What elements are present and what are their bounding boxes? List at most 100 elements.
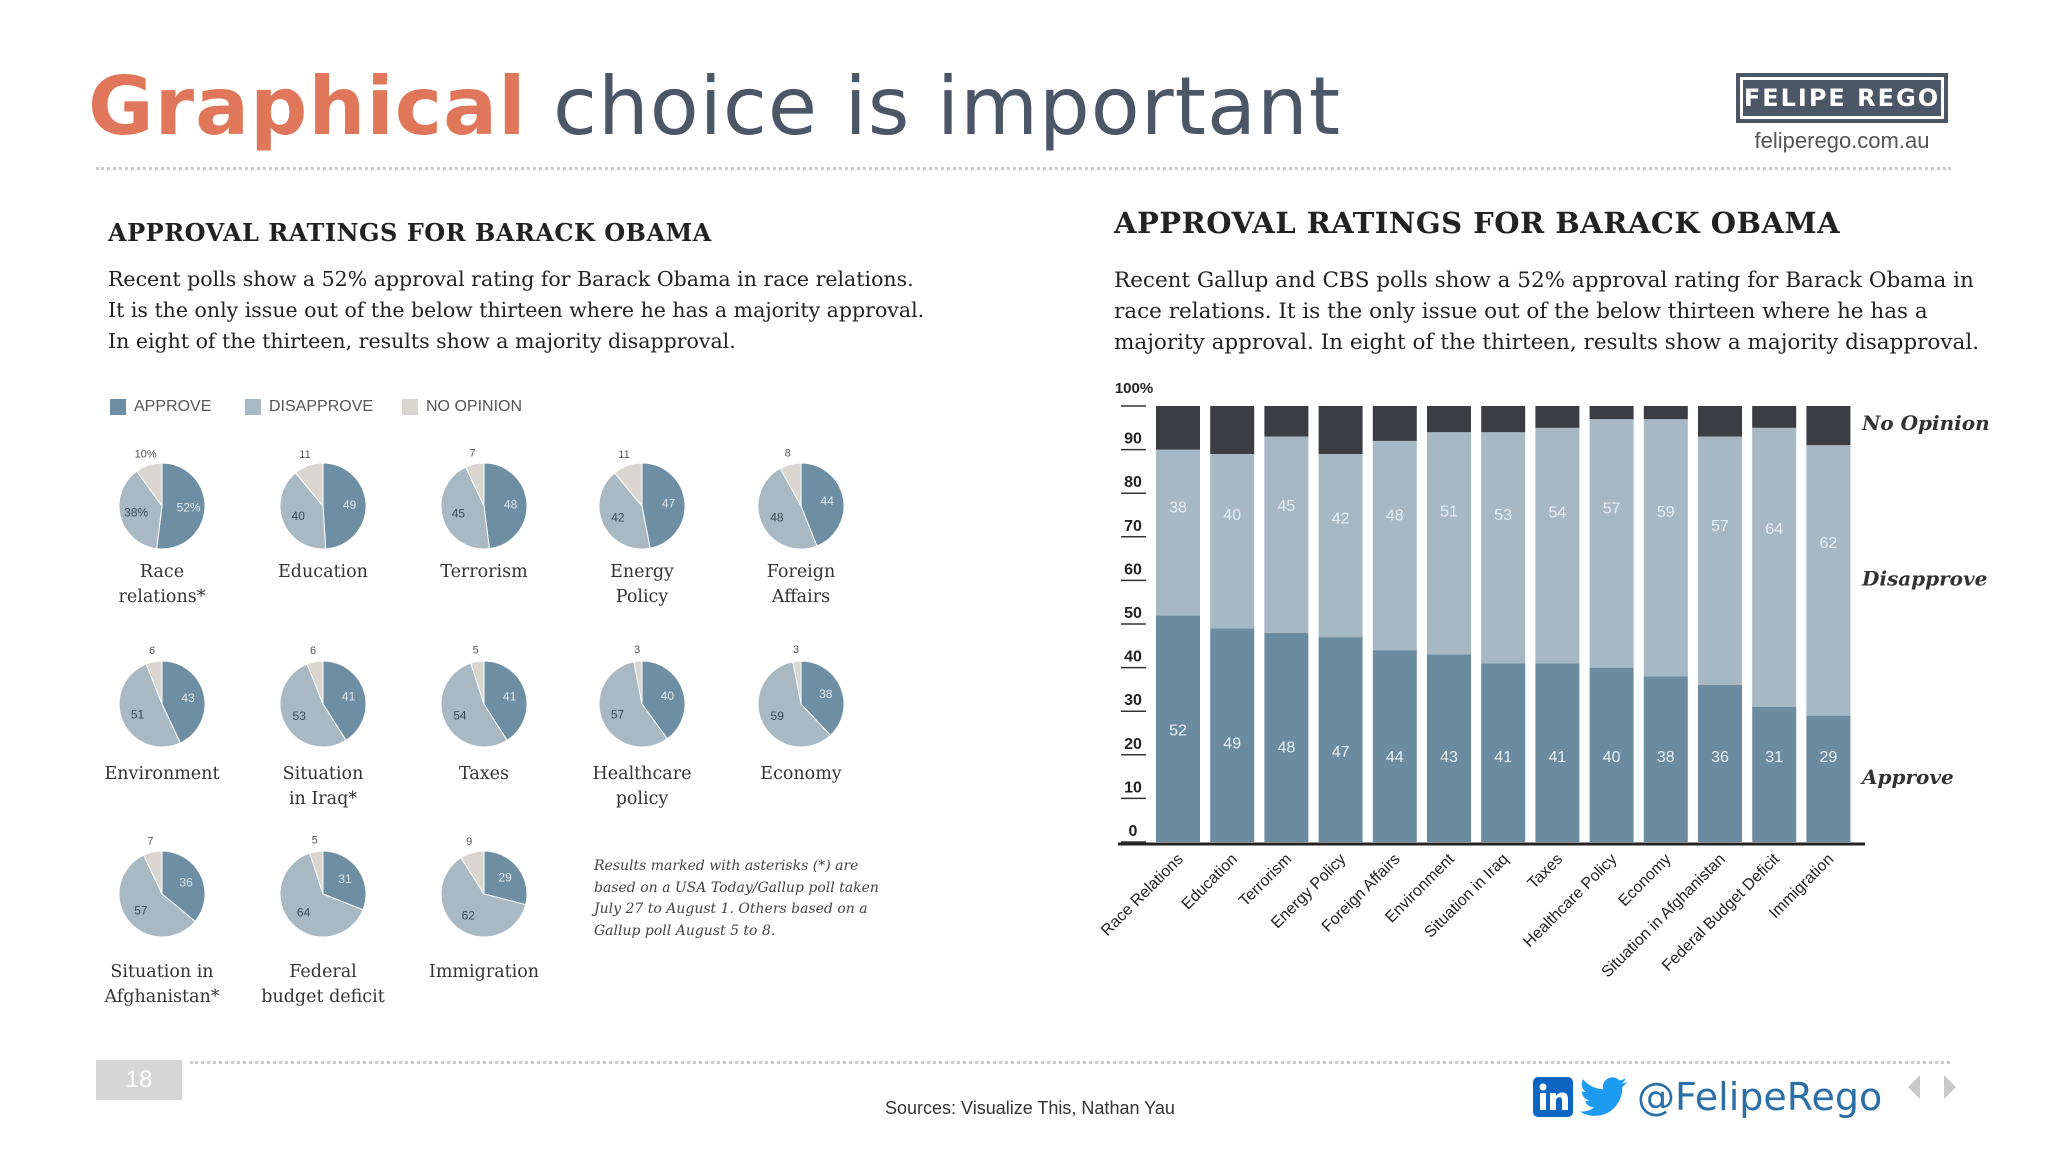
social-links: @FelipeRego <box>1533 1075 1882 1119</box>
bar-value-approve: 52 <box>1169 722 1187 739</box>
pie-federal-budget-deficit: 31 64 5 <box>279 835 367 938</box>
twitter-icon[interactable] <box>1579 1077 1629 1117</box>
pie-category-label: Education <box>243 560 403 585</box>
pie-value-approve: 47 <box>662 497 676 511</box>
pie-category-line: Environment <box>104 764 220 784</box>
pie-category-label: Taxes <box>404 762 564 787</box>
bar-value-approve: 31 <box>1765 749 1783 766</box>
pie-slice-approve <box>483 462 528 550</box>
pie-value-approve: 41 <box>342 690 356 704</box>
pie-value-no-opinion: 9 <box>466 836 472 848</box>
bar-segment-disapprove <box>1698 436 1742 685</box>
pie-value-disapprove: 51 <box>131 708 145 722</box>
pie-category-label: Foreign Affairs <box>721 560 881 610</box>
bar-segment-disapprove <box>1427 432 1471 655</box>
pie-value-no-opinion: 8 <box>785 448 791 460</box>
pie-slice-no-opinion <box>460 850 485 896</box>
bar-value-approve: 47 <box>1332 744 1350 761</box>
pie-slice-disapprove <box>757 467 818 550</box>
pie-value-approve: 52% <box>177 501 201 515</box>
twitter-handle[interactable]: @FelipeRego <box>1637 1075 1883 1119</box>
bar-segment-disapprove <box>1752 427 1797 707</box>
bar-value-disapprove: 45 <box>1278 498 1296 515</box>
bar-segment-no-opinion <box>1210 406 1255 454</box>
legend-label-approve: APPROVE <box>134 398 212 415</box>
legend-disapprove: DISAPPROVE <box>245 398 373 416</box>
x-category-label: Healthcare Policy <box>1520 851 1620 951</box>
pie-value-disapprove: 48 <box>770 510 784 524</box>
legend-no-opinion: NO OPINION <box>402 398 522 416</box>
y-tick-label: 100% <box>1115 380 1153 397</box>
sources-note: Sources: Visualize This, Nathan Yau <box>885 1098 1175 1118</box>
y-tick-label: 60 <box>1124 561 1142 578</box>
y-tick-label: 70 <box>1124 518 1142 535</box>
pie-value-disapprove: 54 <box>453 708 467 722</box>
pie-slice-disapprove <box>440 466 490 550</box>
pie-education: 49 40 11 <box>279 449 367 550</box>
bar-segment-no-opinion <box>1318 406 1363 454</box>
prev-slide-icon[interactable] <box>1908 1075 1920 1099</box>
pie-slice-disapprove <box>440 662 508 748</box>
bar-segment-approve <box>1372 650 1417 842</box>
bar-value-approve: 44 <box>1386 749 1404 766</box>
pie-slice-approve <box>641 660 686 740</box>
bar-value-approve: 41 <box>1494 749 1512 766</box>
pie-category-label: Healthcare policy <box>562 762 722 812</box>
bar-value-disapprove: 42 <box>1332 511 1350 528</box>
pie-category-line: Race <box>139 562 185 582</box>
pie-value-disapprove: 45 <box>452 506 466 520</box>
pie-value-approve: 36 <box>179 876 193 890</box>
pie-value-no-opinion: 6 <box>310 645 316 657</box>
pie-slice-no-opinion <box>465 462 485 507</box>
linkedin-icon[interactable] <box>1533 1077 1573 1117</box>
legend-approve: APPROVE <box>110 398 211 416</box>
pie-value-disapprove: 62 <box>462 909 476 923</box>
right-chart-description: Recent Gallup and CBS polls show a 52% a… <box>1114 268 1980 355</box>
pie-value-no-opinion: 5 <box>312 835 318 847</box>
pie-immigration: 29 62 9 <box>440 836 528 938</box>
pie-value-no-opinion: 11 <box>618 449 629 461</box>
pie-category-line: relations* <box>118 587 206 607</box>
bar-segment-disapprove <box>1643 419 1688 677</box>
bar-segment-disapprove <box>1264 436 1309 633</box>
brand-url[interactable]: feliperego.com.au <box>1754 128 1930 153</box>
bar-value-disapprove: 59 <box>1657 504 1675 521</box>
pie-situation-in-iraq: 41 53 6 <box>279 645 367 748</box>
pie-category-line: Situation in <box>110 962 214 982</box>
next-slide-icon[interactable] <box>1944 1075 1956 1099</box>
bar-segment-no-opinion <box>1264 406 1309 437</box>
pie-category-label: Terrorism <box>404 560 564 585</box>
pie-category-label: Immigration <box>404 960 564 985</box>
bar-segment-no-opinion <box>1372 406 1417 441</box>
bottom-divider <box>190 1061 1950 1064</box>
pie-category-line: Economy <box>760 764 842 784</box>
bar-segment-approve <box>1698 685 1742 842</box>
slide-title: Graphical choice is important <box>88 60 1341 153</box>
pie-slice-no-opinion <box>145 660 163 705</box>
bar-value-disapprove: 38 <box>1169 500 1187 517</box>
right-chart-title: APPROVAL RATINGS FOR BARACK OBAMA <box>1114 206 1841 240</box>
pie-slice-approve <box>322 850 367 911</box>
y-tick-label: 40 <box>1124 649 1142 666</box>
pie-value-disapprove: 57 <box>134 903 148 917</box>
bar-value-disapprove: 53 <box>1494 507 1512 524</box>
x-category-label: Taxes <box>1525 851 1567 893</box>
legend-swatch-no-opinion <box>402 399 418 415</box>
bar-segment-approve <box>1752 706 1797 842</box>
y-tick-label: 0 <box>1129 823 1138 840</box>
pie-value-no-opinion: 7 <box>147 835 153 847</box>
pie-value-approve: 29 <box>498 871 512 885</box>
pie-value-no-opinion: 11 <box>299 449 310 461</box>
pie-taxes: 41 54 5 <box>440 645 528 748</box>
bar-segment-approve <box>1210 628 1255 842</box>
legend-swatch-disapprove <box>245 399 261 415</box>
pie-slice-approve <box>800 660 845 737</box>
title-rest: choice is important <box>553 60 1342 153</box>
bar-segment-no-opinion <box>1156 406 1200 450</box>
brand-logo[interactable]: FELIPE REGO <box>1736 73 1948 123</box>
pie-value-approve: 43 <box>181 691 195 705</box>
pie-category-label: Environment <box>82 762 242 787</box>
